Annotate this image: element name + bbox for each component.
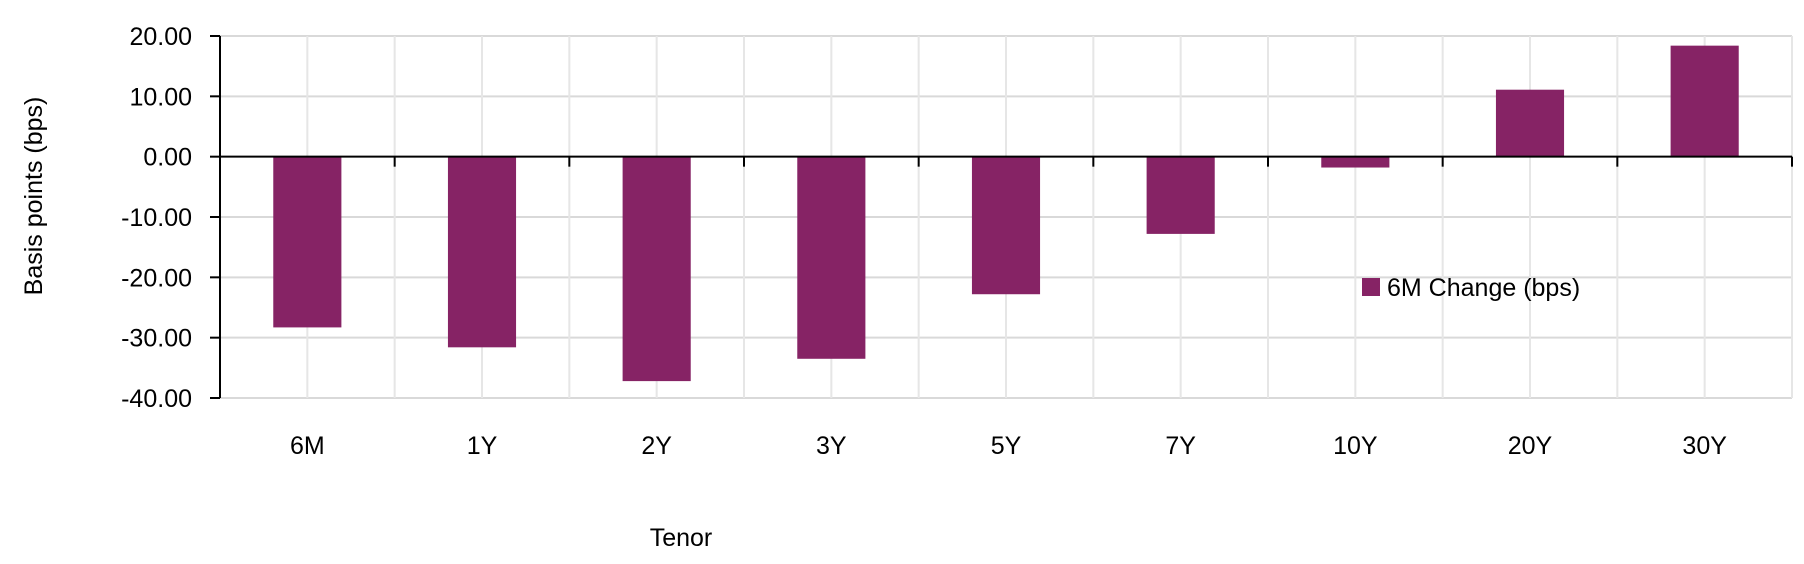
y-tick-labels: 20.00 10.00 0.00 -10.00 -20.00 -30.00 -40.00 [121,23,192,413]
y-tick-label: -30.00 [121,325,192,353]
bar-7y [1146,156,1215,234]
x-tick-label: 1Y [467,432,498,460]
y-axis-title: Basis points (bps) [20,97,48,296]
x-tick-label: 30Y [1682,432,1727,460]
bars [273,45,1739,382]
bar-6m [273,156,342,328]
bar-1y [447,156,517,348]
bar-20y [1495,89,1565,157]
x-axis-title: Tenor [650,524,713,552]
y-tick-label: -40.00 [121,385,192,413]
x-tick-label: 10Y [1333,432,1378,460]
x-tick-label: 5Y [991,432,1022,460]
x-tick-label: 20Y [1508,432,1553,460]
bar-10y [1321,156,1390,168]
x-tick-labels: 6M 1Y 2Y 3Y 5Y 7Y 10Y 20Y 30Y [290,432,1727,460]
bar-3y [797,156,866,359]
x-tick-label: 6M [290,432,325,460]
axes [210,35,1793,399]
y-tick-label: -20.00 [121,264,192,292]
bar-2y [622,156,691,382]
x-tick-label: 3Y [816,432,847,460]
legend-label: 6M Change (bps) [1387,274,1580,302]
y-tick-label: 20.00 [129,23,192,51]
y-tick-label: -10.00 [121,204,192,232]
legend-swatch [1362,278,1380,296]
bar-5y [971,156,1041,295]
y-tick-label: 0.00 [143,144,192,172]
x-tick-label: 7Y [1165,432,1196,460]
y-tick-label: 10.00 [129,83,192,111]
x-tick-label: 2Y [641,432,672,460]
bar-30y [1670,45,1739,157]
legend: 6M Change (bps) [1362,274,1580,302]
